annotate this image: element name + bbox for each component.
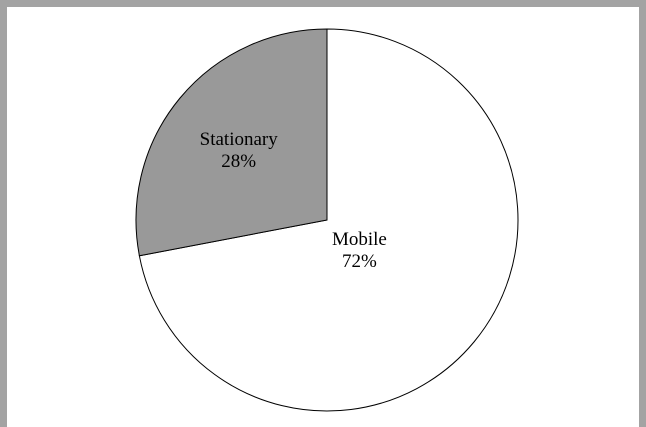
pie-slice-stationary: [135, 28, 328, 257]
slice-value-stationary: 28%: [221, 151, 256, 172]
pie-slices: [135, 28, 519, 412]
slice-label-mobile: Mobile: [332, 229, 387, 250]
slice-value-mobile: 72%: [342, 251, 377, 272]
pie-slice-mobile: [138, 28, 519, 412]
slice-label-stationary: Stationary: [200, 129, 279, 150]
